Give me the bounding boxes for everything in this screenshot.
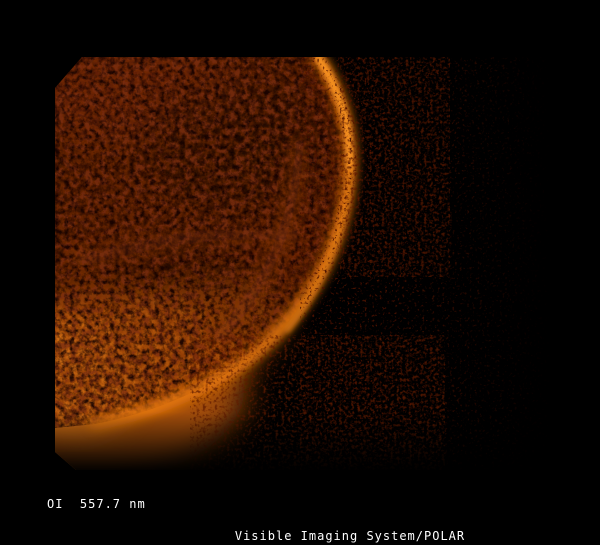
speckle-field-arc-edge	[340, 57, 450, 277]
wavelength-label: OI 557.7 nm	[47, 497, 146, 511]
inner-faint-arc	[205, 139, 306, 350]
aurora-oval-graphic	[55, 57, 560, 470]
bottom-fade	[55, 412, 560, 470]
instrument-credit: Visible Imaging System/POLAR The Univers…	[218, 494, 481, 545]
credit-line1: Visible Imaging System/POLAR	[234, 529, 466, 543]
mid-faint-band	[75, 226, 299, 269]
